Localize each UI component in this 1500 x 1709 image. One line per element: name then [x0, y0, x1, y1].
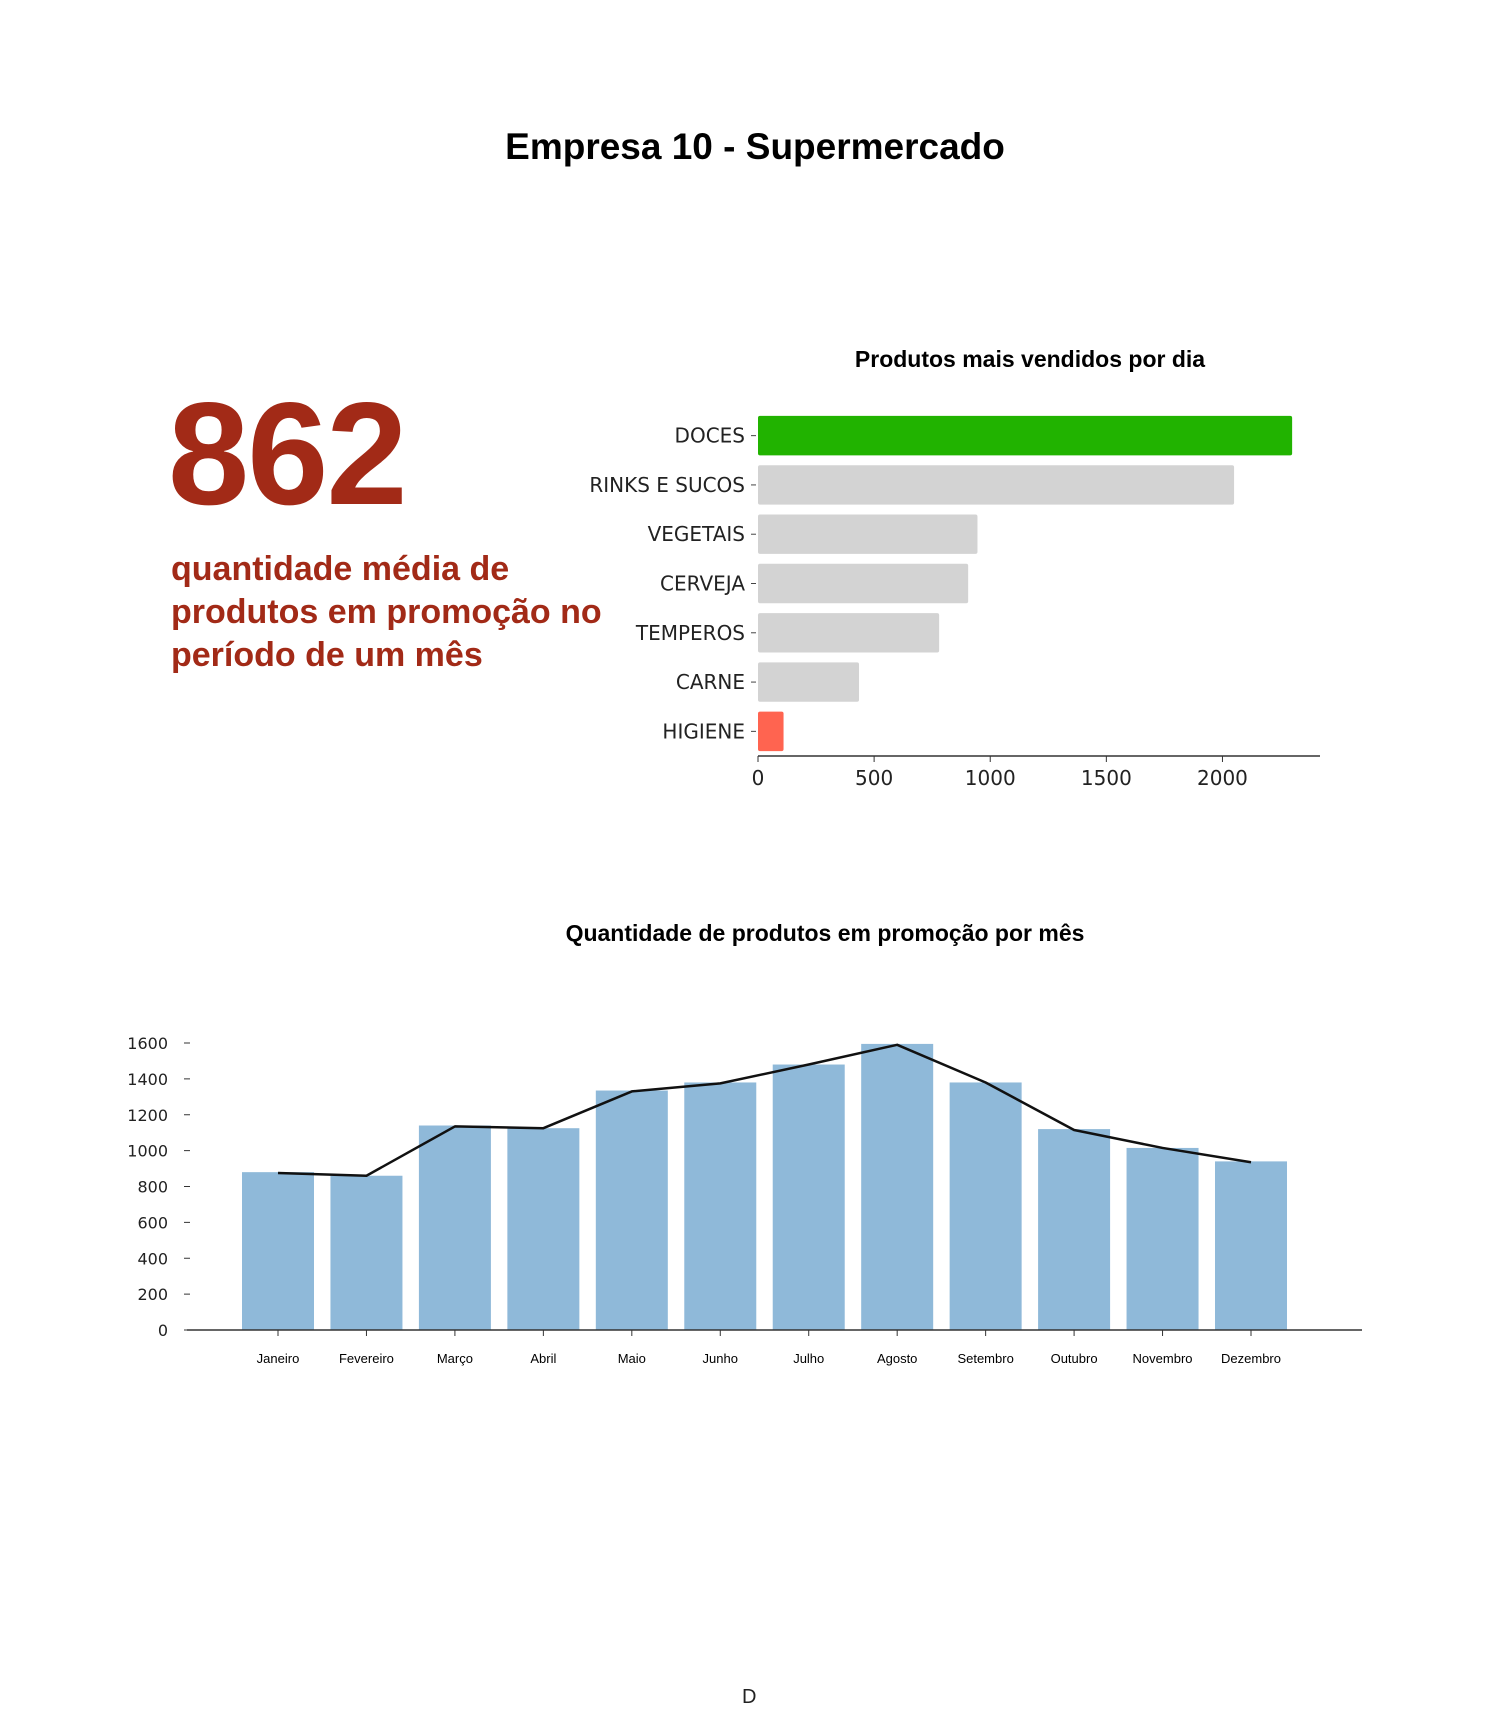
monthly-promo-chart-title: Quantidade de produtos em promoção por m…	[565, 920, 1085, 946]
product-x-tick-label: 0	[752, 766, 765, 790]
month-label: Abril	[530, 1351, 556, 1366]
month-bar	[507, 1128, 580, 1330]
month-y-tick-label: 1000	[127, 1142, 168, 1161]
month-bar	[684, 1082, 757, 1330]
month-label: Maio	[618, 1351, 646, 1366]
month-bar	[1215, 1161, 1287, 1330]
product-bar	[758, 415, 1293, 456]
month-bar	[242, 1172, 314, 1330]
month-y-tick-label: 1400	[127, 1070, 168, 1089]
product-x-tick-label: 1000	[965, 766, 1016, 790]
month-y-tick-label: 600	[137, 1213, 168, 1232]
product-bar	[758, 465, 1235, 505]
month-label: Dezembro	[1221, 1351, 1281, 1366]
month-bar	[1038, 1129, 1111, 1330]
month-label: Julho	[793, 1351, 824, 1366]
product-bar	[758, 711, 784, 752]
month-label: Março	[437, 1351, 473, 1366]
product-x-tick-label: 2000	[1197, 766, 1248, 790]
month-y-tick-label: 0	[158, 1321, 168, 1340]
product-label: RINKS E SUCOS	[589, 473, 745, 497]
page-title: Empresa 10 - Supermercado	[505, 126, 1005, 167]
month-label: Agosto	[877, 1351, 917, 1366]
month-bar	[1126, 1147, 1199, 1330]
month-bar	[595, 1090, 668, 1330]
product-x-tick-label: 500	[855, 766, 893, 790]
month-y-tick-label: 200	[137, 1285, 168, 1304]
product-label: HIGIENE	[662, 719, 745, 743]
month-y-tick-label: 400	[137, 1249, 168, 1268]
kpi-value: 862	[168, 372, 408, 535]
product-bar	[758, 563, 969, 604]
top-products-chart-title: Produtos mais vendidos por dia	[854, 346, 1206, 372]
month-bar	[772, 1064, 845, 1330]
month-bar	[418, 1125, 491, 1330]
product-bar	[758, 662, 860, 702]
month-label: Setembro	[957, 1351, 1013, 1366]
month-bar	[861, 1043, 934, 1330]
footer-letter: D	[742, 1686, 757, 1708]
product-label: CARNE	[676, 670, 745, 694]
product-label: TEMPEROS	[635, 621, 745, 645]
month-label: Janeiro	[257, 1351, 300, 1366]
month-bar	[949, 1082, 1022, 1330]
month-label: Novembro	[1133, 1351, 1193, 1366]
product-label: VEGETAIS	[648, 522, 745, 546]
product-bar	[758, 514, 978, 554]
month-bar	[330, 1175, 403, 1330]
product-bar	[758, 613, 940, 653]
product-label: DOCES	[675, 424, 745, 448]
month-label: Junho	[703, 1351, 738, 1366]
month-y-tick-label: 800	[137, 1178, 168, 1197]
kpi-caption: quantidade média de produtos em promoção…	[171, 550, 602, 674]
month-y-tick-label: 1200	[127, 1106, 168, 1125]
month-y-tick-label: 1600	[127, 1034, 168, 1053]
product-x-tick-label: 1500	[1081, 766, 1132, 790]
month-label: Fevereiro	[339, 1351, 394, 1366]
month-label: Outubro	[1051, 1351, 1098, 1366]
trend-line	[277, 1043, 1252, 1177]
product-label: CERVEJA	[660, 572, 745, 596]
